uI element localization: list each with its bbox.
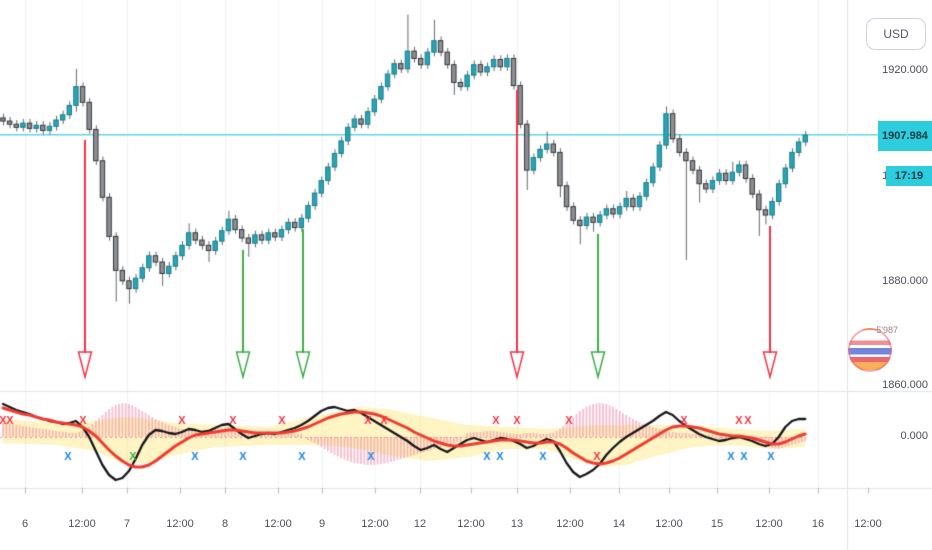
oscillator-zero-label: 0.000 <box>900 430 928 442</box>
time-label: 7 <box>123 518 131 530</box>
time-label: 14 <box>612 518 626 530</box>
broker-logo-icon <box>848 328 892 372</box>
price-tick-1880: 1880.000 <box>882 275 928 287</box>
time-label: 12:00 <box>361 518 389 530</box>
currency-button[interactable]: USD <box>866 18 926 50</box>
current-price-badge: 1907.984 <box>878 121 932 151</box>
price-tick-1860: 1860.000 <box>882 379 928 391</box>
time-label: 12 <box>413 518 427 530</box>
time-label: 15 <box>710 518 724 530</box>
time-label: 8 <box>221 518 229 530</box>
time-label: 9 <box>318 518 326 530</box>
broker-logo: 5'987 <box>846 324 898 376</box>
time-label: 13 <box>510 518 524 530</box>
time-axis[interactable]: 6 12:00 7 12:00 8 12:00 9 12:00 12 12:00 13 12:00 14… <box>0 512 932 538</box>
time-label: 12:00 <box>166 518 194 530</box>
time-label: 12:00 <box>556 518 584 530</box>
time-label: 12:00 <box>457 518 485 530</box>
time-label: 12:00 <box>264 518 292 530</box>
time-label: 6 <box>21 518 29 530</box>
time-label: 12:00 <box>854 518 882 530</box>
time-label: 16 <box>811 518 825 530</box>
time-label: 12:00 <box>68 518 96 530</box>
bar-countdown-badge: 17:19 <box>886 166 932 186</box>
time-label: 12:00 <box>655 518 683 530</box>
broker-logo-number: 5'987 <box>876 325 898 335</box>
price-tick-1920: 1920.000 <box>882 64 928 76</box>
time-label: 12:00 <box>755 518 783 530</box>
